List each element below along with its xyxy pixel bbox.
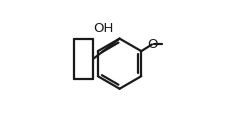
Text: O: O <box>148 38 158 51</box>
Text: OH: OH <box>94 21 114 34</box>
